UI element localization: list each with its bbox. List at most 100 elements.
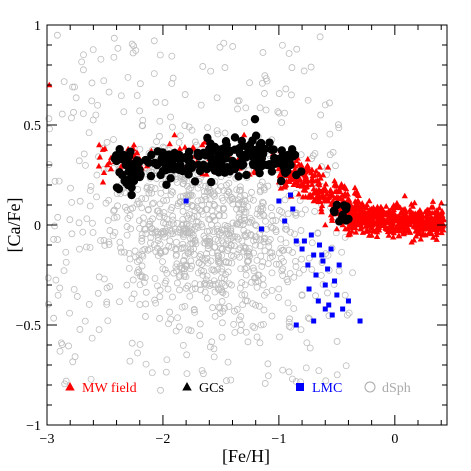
lmc-point: [328, 246, 334, 252]
dsph-point: [324, 289, 331, 297]
mw-field-point: [181, 144, 189, 150]
dsph-point: [147, 239, 154, 247]
dsph-point: [235, 97, 243, 104]
dsph-point: [174, 314, 181, 322]
dsph-point: [139, 122, 147, 130]
dsph-point: [82, 243, 90, 251]
dsph-point: [277, 244, 285, 252]
dsph-point: [218, 319, 226, 327]
dsph-point: [215, 187, 222, 195]
dsph-point: [142, 225, 150, 233]
dsph-point: [68, 114, 75, 122]
dsph-point: [180, 175, 188, 183]
mw-field-point: [406, 212, 414, 219]
dsph-point: [243, 252, 251, 260]
dsph-point: [144, 206, 152, 214]
dsph-point: [252, 222, 260, 230]
mw-field-point: [390, 233, 397, 240]
dsph-point: [148, 369, 156, 377]
mw-field-point: [438, 229, 445, 236]
dsph-point: [169, 123, 176, 131]
dsph-point: [103, 138, 111, 146]
dsph-point: [156, 200, 164, 208]
lmc-series: [183, 192, 363, 328]
mw-field-point: [322, 221, 329, 228]
mw-field-point: [424, 220, 432, 227]
gc-point: [225, 167, 235, 176]
dsph-point: [259, 198, 266, 206]
dsph-point: [196, 320, 204, 328]
dsph-point: [237, 265, 245, 273]
dsph-point: [202, 276, 210, 284]
dsph-point: [93, 171, 101, 179]
dsph-point: [167, 191, 175, 199]
dsph-point: [142, 360, 150, 368]
dsph-point: [258, 178, 266, 186]
mw-field-point: [373, 233, 381, 239]
lmc-point: [357, 318, 363, 324]
dsph-point: [236, 187, 243, 195]
dsph-point: [157, 249, 165, 257]
dsph-point: [232, 220, 240, 228]
dsph-point: [240, 227, 248, 234]
dsph-point: [180, 220, 187, 228]
dsph-point: [167, 315, 175, 323]
dsph-point: [199, 63, 207, 70]
dsph-point: [182, 261, 190, 269]
mw-field-point: [315, 186, 323, 193]
mw-field-point: [401, 192, 408, 199]
y-tick-label: 1: [34, 19, 41, 34]
gc-point: [230, 133, 240, 142]
dsph-point: [253, 333, 261, 341]
dsph-point: [138, 235, 146, 242]
dsph-point: [180, 272, 188, 280]
mw-field-point: [296, 175, 303, 181]
dsph-point: [152, 299, 160, 307]
mw-field-point: [408, 238, 415, 245]
dsph-series: [44, 31, 356, 394]
dsph-point: [176, 286, 183, 294]
dsph-point: [237, 321, 245, 328]
lmc-point: [299, 246, 305, 252]
mw-field-point: [352, 211, 359, 217]
dsph-point: [135, 251, 143, 259]
dsph-point: [230, 242, 238, 250]
dsph-point: [111, 228, 119, 236]
dsph-point: [183, 212, 191, 220]
dsph-point: [206, 216, 214, 223]
dsph-point: [266, 249, 274, 257]
dsph-point: [214, 222, 221, 229]
dsph-point: [284, 210, 292, 218]
dsph-point: [133, 92, 141, 99]
mw-field-point: [360, 203, 368, 209]
dsph-point: [127, 205, 134, 213]
dsph-point: [157, 189, 165, 197]
dsph-point: [237, 186, 244, 194]
dsph-point: [45, 161, 53, 168]
y-tick-label: 0: [34, 219, 41, 234]
gc-point: [335, 217, 344, 226]
mw-field-point: [366, 197, 373, 204]
dsph-point: [231, 307, 238, 315]
dsph-point: [243, 297, 251, 305]
gc-point: [124, 152, 134, 161]
dsph-point: [151, 275, 159, 282]
mw-field-point: [312, 196, 319, 203]
dsph-point: [136, 341, 144, 348]
dsph-point: [102, 199, 110, 207]
mw-field-point: [348, 224, 355, 230]
dsph-point: [177, 132, 184, 140]
mw-field-point: [413, 211, 420, 218]
gc-point: [214, 151, 223, 161]
lmc-point: [322, 306, 328, 312]
mw-field-point: [415, 228, 422, 235]
gc-point: [147, 150, 156, 160]
dsph-point: [211, 288, 219, 296]
gc-point: [184, 170, 193, 179]
dsph-point: [62, 377, 70, 385]
dsph-point: [256, 339, 264, 347]
dsph-point: [117, 248, 125, 256]
dsph-point: [285, 323, 293, 330]
dsph-point: [279, 366, 287, 374]
dsph-point: [165, 221, 173, 229]
